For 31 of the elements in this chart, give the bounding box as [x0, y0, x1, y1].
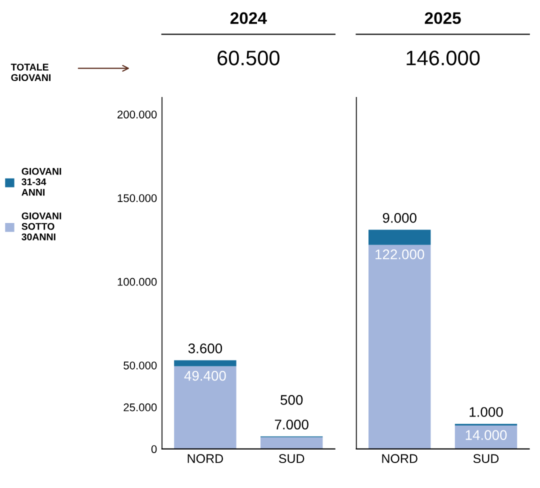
- text: 146.000: [406, 50, 480, 66]
- text: 60.500: [218, 50, 280, 66]
- y-tick-label: 100.000: [118, 278, 157, 286]
- data-label: 3.600: [188, 343, 222, 354]
- data-label: 49.400: [184, 370, 226, 381]
- bar: [174, 360, 236, 366]
- bar: [260, 437, 323, 449]
- bar: [174, 366, 236, 449]
- data-label: 1.000: [470, 407, 503, 417]
- bar: [368, 230, 431, 245]
- legend-label: GIOVANI 31-34 ANNI: [22, 168, 62, 196]
- data-label: 500: [280, 395, 303, 405]
- chart-title: 2025: [424, 12, 461, 24]
- y-tick-label: 50.000: [124, 362, 157, 370]
- x-tick-label: NORD: [382, 454, 418, 464]
- y-tick-label: 0: [151, 445, 157, 454]
- data-label: 122.000: [376, 249, 424, 260]
- data-label: 7.000: [274, 420, 308, 430]
- y-tick-label: 25.000: [124, 403, 157, 412]
- data-label: 9.000: [382, 212, 416, 223]
- x-tick-label: NORD: [188, 454, 224, 464]
- data-label: 14.000: [466, 430, 507, 440]
- bar: [368, 244, 431, 449]
- chart-title: 2024: [230, 12, 267, 24]
- x-tick-label: SUD: [473, 454, 499, 464]
- y-tick-label: 150.000: [118, 194, 157, 202]
- text: TOTALE GIOVANI: [10, 64, 50, 82]
- legend-label: GIOVANI SOTTO 30ANNI: [22, 212, 62, 240]
- y-tick-label: 200.000: [118, 110, 157, 118]
- x-tick-label: SUD: [278, 454, 304, 464]
- bar: [454, 426, 518, 449]
